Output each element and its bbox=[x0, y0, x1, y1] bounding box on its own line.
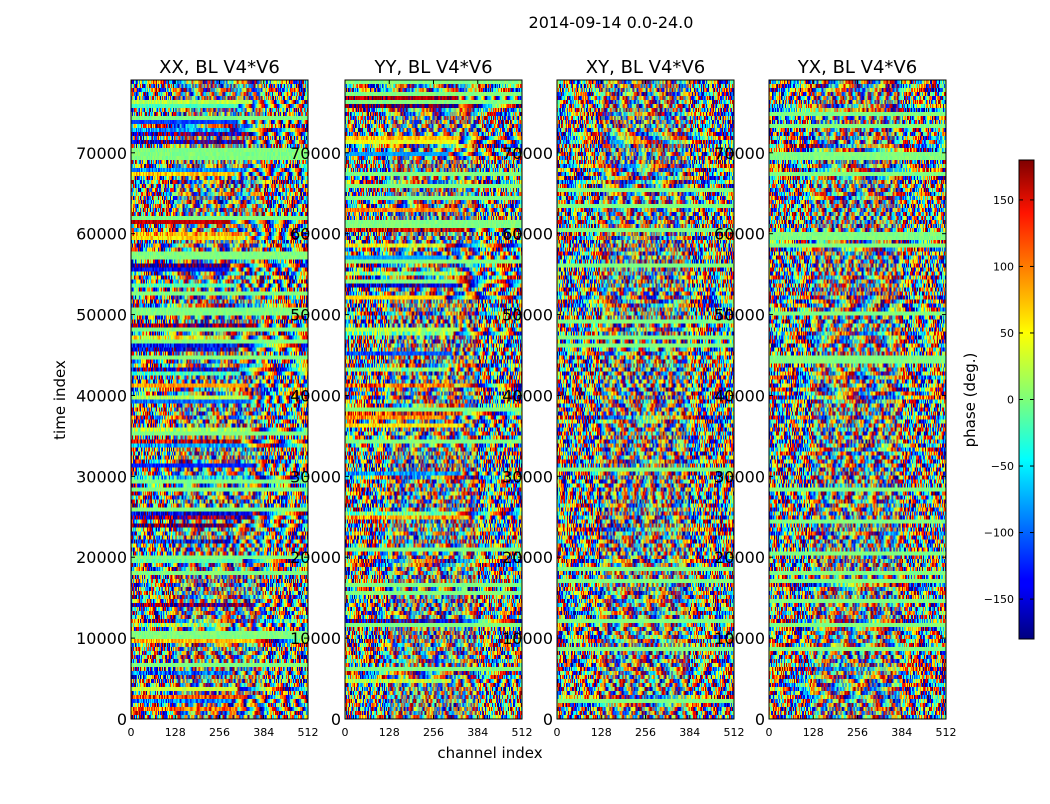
phase-heatmap-canvas bbox=[131, 80, 308, 719]
panel-title: XY, BL V4*V6 bbox=[586, 57, 705, 78]
figure-suptitle: 2014-09-14 0.0-24.0 bbox=[529, 13, 694, 32]
x-tick-label: 384 bbox=[467, 726, 488, 739]
x-tick-label: 384 bbox=[253, 726, 274, 739]
x-tick-label: 0 bbox=[342, 726, 349, 739]
x-tick-label: 256 bbox=[209, 726, 230, 739]
heatmap-raster bbox=[769, 80, 946, 719]
phase-heatmap-canvas bbox=[557, 80, 734, 719]
y-tick-label: 50000 bbox=[502, 306, 553, 325]
y-tick-label: 0 bbox=[755, 710, 765, 729]
y-tick-label: 30000 bbox=[714, 467, 765, 486]
y-tick-label: 60000 bbox=[714, 225, 765, 244]
x-tick-label: 384 bbox=[679, 726, 700, 739]
y-tick-label: 10000 bbox=[714, 629, 765, 648]
x-tick-label: 128 bbox=[379, 726, 400, 739]
y-tick-label: 60000 bbox=[290, 225, 341, 244]
y-tick-label: 50000 bbox=[290, 306, 341, 325]
panel-title: YX, BL V4*V6 bbox=[797, 57, 917, 78]
y-tick-label: 10000 bbox=[502, 629, 553, 648]
colorbar-label: phase (deg.) bbox=[961, 353, 979, 448]
panel-title: YY, BL V4*V6 bbox=[373, 57, 492, 78]
heatmap-raster bbox=[557, 80, 734, 719]
y-tick-label: 40000 bbox=[76, 386, 127, 405]
colorbar-tick-label: −50 bbox=[991, 460, 1014, 473]
x-tick-label: 128 bbox=[165, 726, 186, 739]
y-tick-label: 10000 bbox=[76, 629, 127, 648]
panel-xy: XY, BL V4*V6 0 128 256 384 512 0 10000 20000 3000… bbox=[502, 57, 744, 739]
phase-heatmap-canvas bbox=[769, 80, 946, 719]
colorbar-tick-label: −150 bbox=[984, 593, 1014, 606]
colorbar-tick-label: 150 bbox=[993, 194, 1014, 207]
y-tick-label: 50000 bbox=[76, 306, 127, 325]
y-tick-label: 70000 bbox=[502, 144, 553, 163]
heatmap-raster bbox=[131, 80, 308, 719]
y-tick-label: 40000 bbox=[290, 386, 341, 405]
y-tick-label: 50000 bbox=[714, 306, 765, 325]
y-tick-label: 40000 bbox=[714, 386, 765, 405]
colorbar: −150 −100 −50 0 50 100 150 phase (deg.) bbox=[961, 159, 1035, 640]
heatmap-raster bbox=[345, 80, 522, 719]
colorbar-ticks: −150 −100 −50 0 50 100 150 bbox=[984, 194, 1034, 606]
y-tick-label: 0 bbox=[543, 710, 553, 729]
panel-xx: XX, BL V4*V6 0 128 256 384 512 0 10000 20000 3000… bbox=[76, 57, 318, 739]
colorbar-tick-label: −100 bbox=[984, 527, 1014, 540]
x-tick-label: 256 bbox=[847, 726, 868, 739]
y-tick-label: 20000 bbox=[76, 548, 127, 567]
x-tick-label: 0 bbox=[128, 726, 135, 739]
panel-yy: YY, BL V4*V6 0 128 256 384 512 0 10000 20000 3000… bbox=[290, 57, 532, 739]
panel-title: XX, BL V4*V6 bbox=[159, 57, 280, 78]
x-tick-label: 512 bbox=[298, 726, 319, 739]
y-tick-label: 60000 bbox=[76, 225, 127, 244]
colorbar-tick-label: 100 bbox=[993, 260, 1014, 273]
phase-heatmap-canvas bbox=[345, 80, 522, 719]
panel-yx: YX, BL V4*V6 0 128 256 384 512 0 10000 20000 3000… bbox=[714, 57, 956, 739]
x-tick-label: 256 bbox=[635, 726, 656, 739]
y-tick-label: 60000 bbox=[502, 225, 553, 244]
y-tick-label: 0 bbox=[331, 710, 341, 729]
colorbar-tick-label: 50 bbox=[1000, 327, 1014, 340]
y-tick-label: 30000 bbox=[502, 467, 553, 486]
x-tick-label: 128 bbox=[803, 726, 824, 739]
y-tick-label: 10000 bbox=[290, 629, 341, 648]
y-tick-label: 30000 bbox=[290, 467, 341, 486]
x-tick-label: 256 bbox=[423, 726, 444, 739]
x-tick-label: 512 bbox=[724, 726, 745, 739]
y-tick-label: 20000 bbox=[290, 548, 341, 567]
y-tick-label: 20000 bbox=[714, 548, 765, 567]
y-tick-label: 70000 bbox=[76, 144, 127, 163]
x-tick-label: 384 bbox=[891, 726, 912, 739]
y-tick-label: 20000 bbox=[502, 548, 553, 567]
panels: XX, BL V4*V6 0 128 256 384 512 0 10000 20000 3000… bbox=[76, 57, 956, 739]
y-tick-label: 30000 bbox=[76, 467, 127, 486]
y-tick-label: 40000 bbox=[502, 386, 553, 405]
y-axis-label: time index bbox=[51, 360, 69, 440]
y-tick-label: 70000 bbox=[290, 144, 341, 163]
x-tick-label: 512 bbox=[936, 726, 957, 739]
x-tick-label: 0 bbox=[766, 726, 773, 739]
x-axis-label: channel index bbox=[437, 744, 542, 762]
y-tick-label: 0 bbox=[117, 710, 127, 729]
x-tick-label: 0 bbox=[554, 726, 561, 739]
y-tick-label: 70000 bbox=[714, 144, 765, 163]
x-tick-label: 128 bbox=[591, 726, 612, 739]
x-tick-label: 512 bbox=[512, 726, 533, 739]
colorbar-tick-label: 0 bbox=[1007, 394, 1014, 407]
